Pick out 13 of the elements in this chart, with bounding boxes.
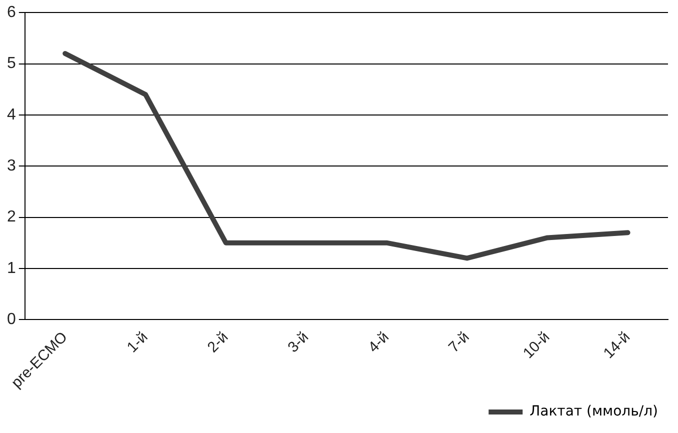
y-tick-label: 2	[6, 208, 16, 226]
y-tick-label: 1	[6, 260, 16, 277]
x-tick-label: 2-й	[204, 328, 232, 356]
y-tick-label: 6	[6, 4, 16, 22]
y-tick-label: 4	[6, 106, 16, 124]
y-tick-label: 0	[6, 310, 16, 328]
legend-label: Лактат (ммоль/л)	[530, 404, 658, 420]
x-tick-label: 1-й	[124, 328, 152, 356]
x-tick-label: 4-й	[365, 328, 392, 356]
x-tick-label: 3-й	[284, 328, 312, 356]
x-tick-label: 7-й	[445, 328, 473, 356]
y-tick-label: 3	[6, 158, 16, 174]
y-tick-label: 5	[6, 55, 16, 72]
